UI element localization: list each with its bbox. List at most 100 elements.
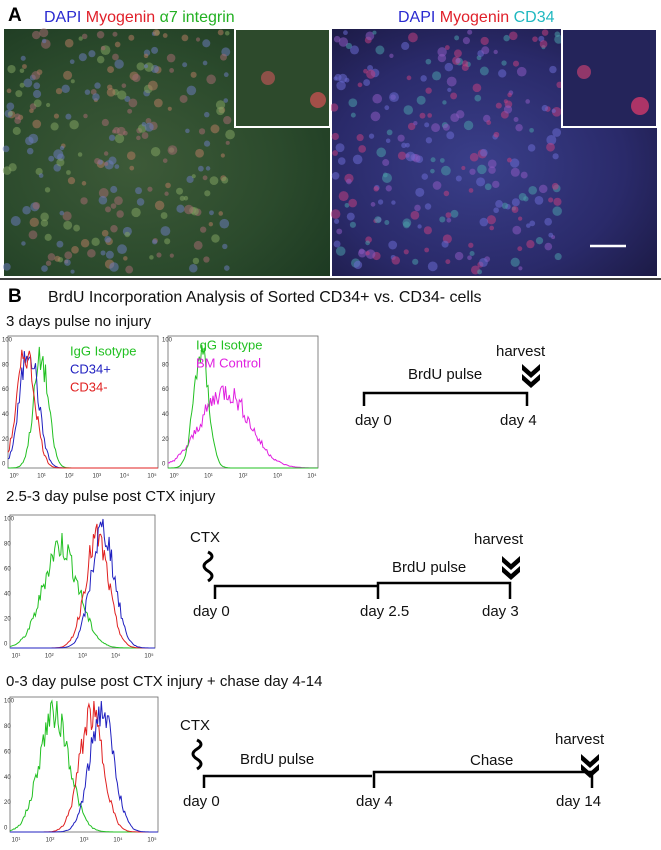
cell: [33, 99, 42, 108]
cell: [510, 167, 520, 177]
cell: [33, 89, 42, 99]
cell: [512, 60, 520, 67]
cell: [518, 266, 523, 271]
y-tick-label: 0: [4, 826, 8, 832]
cell: [124, 231, 131, 238]
cell: [384, 220, 390, 225]
cell: [388, 240, 398, 250]
cell: [110, 185, 118, 194]
cell: [154, 200, 165, 211]
y-tick-label: 100: [162, 338, 173, 344]
cell: [455, 175, 462, 182]
cell: [357, 82, 363, 88]
row-title: 2.5-3 day pulse post CTX injury: [6, 488, 216, 505]
histogram-curve: [10, 518, 155, 649]
cell: [169, 253, 174, 258]
cell: [88, 50, 96, 58]
cell: [2, 166, 12, 175]
cell: [551, 182, 559, 190]
cell: [441, 240, 449, 248]
cell: [73, 224, 80, 232]
cell: [64, 251, 73, 260]
cell: [47, 253, 56, 261]
cell: [346, 178, 352, 185]
cell: [162, 33, 168, 38]
x-tick-label: 10³: [78, 654, 87, 660]
injury-icon: [191, 738, 203, 771]
cell: [21, 241, 26, 246]
inset-cell: [261, 71, 275, 85]
cell: [208, 221, 214, 227]
row-title: 0-3 day pulse post CTX injury + chase da…: [6, 673, 322, 690]
cell: [204, 111, 210, 118]
cell: [463, 120, 474, 131]
timeline-label: BrdU pulse: [408, 366, 482, 383]
cell: [541, 29, 549, 36]
day-label: day 0: [355, 412, 392, 429]
cell: [546, 142, 555, 152]
cell: [64, 38, 74, 48]
cell: [96, 31, 105, 39]
cell: [223, 115, 232, 125]
cell: [98, 195, 108, 205]
x-tick-label: 10⁰: [169, 473, 179, 480]
cell: [373, 186, 379, 192]
cell: [406, 75, 412, 81]
timeline-label: harvest: [555, 731, 605, 748]
cell: [424, 122, 430, 128]
x-tick-label: 10²: [65, 474, 74, 480]
cell: [401, 41, 410, 51]
cell: [548, 232, 554, 238]
cell: [384, 105, 390, 111]
cell: [427, 261, 438, 272]
cell: [446, 217, 452, 223]
y-tick-label: 60: [162, 387, 169, 393]
y-tick-label: 0: [4, 642, 8, 648]
cell: [183, 195, 189, 201]
cell: [40, 212, 49, 222]
cell: [104, 161, 109, 166]
x-tick-label: 10⁴: [307, 473, 317, 480]
cell: [22, 206, 31, 215]
cell: [349, 45, 359, 55]
cell: [441, 165, 451, 176]
cell: [91, 237, 100, 247]
cell: [105, 206, 112, 213]
legend-entry: BM Control: [196, 355, 261, 370]
timeline-label: CTX: [190, 529, 220, 546]
cell: [511, 206, 519, 213]
cell: [469, 152, 479, 162]
cell: [405, 153, 410, 158]
cell: [7, 111, 13, 117]
cell: [48, 155, 55, 162]
cell: [363, 79, 371, 87]
cell: [31, 30, 41, 40]
cell: [210, 124, 220, 134]
cell: [443, 190, 450, 197]
cell: [105, 250, 114, 259]
cell: [77, 152, 83, 157]
cell: [100, 250, 106, 256]
cell: [56, 158, 65, 167]
histogram-curve: [7, 349, 158, 469]
cell: [110, 203, 117, 209]
cell: [366, 69, 376, 79]
cell: [330, 103, 339, 112]
cell: [167, 145, 178, 155]
cell: [468, 242, 474, 248]
cell: [532, 36, 538, 42]
cell: [479, 66, 489, 76]
cell: [493, 131, 500, 138]
inset: [234, 28, 331, 128]
cell: [358, 145, 367, 153]
day-label: day 2.5: [360, 603, 409, 620]
cell: [335, 143, 345, 153]
cell: [224, 265, 230, 271]
caption: DAPI Myogenin α7 integrin: [44, 9, 235, 26]
cell: [87, 249, 96, 258]
cell: [80, 239, 90, 248]
cell: [202, 39, 211, 48]
cell: [481, 46, 490, 55]
cell: [495, 102, 502, 109]
cell: [184, 204, 194, 215]
